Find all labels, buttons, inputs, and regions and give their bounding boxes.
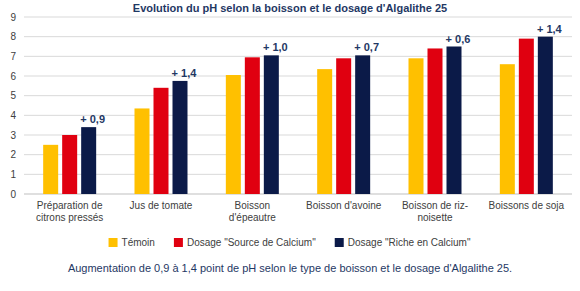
legend-swatch <box>109 238 118 247</box>
bar <box>409 58 424 194</box>
bar <box>538 37 553 194</box>
annotation: + 1,4 <box>537 23 563 35</box>
legend-label: Dosage "Riche en Calcium" <box>348 237 471 248</box>
bar <box>226 75 241 194</box>
y-tick-label: 9 <box>10 12 16 23</box>
subtitle: Augmentation de 0,9 à 1,4 point de pH se… <box>68 262 512 274</box>
bar <box>135 108 150 194</box>
y-tick-label: 6 <box>10 71 16 82</box>
x-tick-label: Préparation de citrons pressés <box>32 200 108 224</box>
bar <box>519 39 534 194</box>
x-tick-label: Boisson d'épeautre <box>214 200 290 224</box>
bar <box>336 58 351 194</box>
annotation: + 1,4 <box>172 67 198 79</box>
annotation: + 1,0 <box>263 41 288 53</box>
grid-line <box>24 174 572 175</box>
y-tick-label: 0 <box>10 189 16 200</box>
annotation: + 0,9 <box>80 113 105 125</box>
bar <box>264 55 279 194</box>
legend-label: Témoin <box>122 237 155 248</box>
y-tick-label: 4 <box>10 110 16 121</box>
grid-line <box>24 76 572 77</box>
x-tick-label: Boisson de riz-noisette <box>397 200 473 224</box>
bars <box>43 37 553 194</box>
bar <box>81 127 96 194</box>
x-tick-label: Boisson d'avoine <box>306 200 382 212</box>
y-tick-label: 7 <box>10 51 16 62</box>
y-tick-label: 1 <box>10 169 16 180</box>
grid-line <box>24 56 572 57</box>
grid-line <box>24 194 572 195</box>
x-tick-label: Boissons de soja <box>488 200 564 212</box>
annotations: + 0,9 + 1,4 + 1,0 + 0,7 + 0,6 + 1,4 <box>80 23 562 125</box>
chart-svg: Evolution du pH selon la boisson et le d… <box>0 0 580 291</box>
annotation: + 0,6 <box>446 33 471 45</box>
y-tick-label: 2 <box>10 149 16 160</box>
y-tick-label: 8 <box>10 31 16 42</box>
bar <box>154 88 169 194</box>
grid-line <box>24 115 572 116</box>
grid-line <box>24 36 572 37</box>
bar <box>447 47 462 195</box>
grid-line <box>24 135 572 136</box>
bar <box>428 48 443 194</box>
grid-line <box>24 17 572 18</box>
legend-label: Dosage "Source de Calcium" <box>187 237 316 248</box>
bar <box>500 64 515 194</box>
title: Evolution du pH selon la boisson et le d… <box>133 2 447 14</box>
bar <box>62 135 77 194</box>
legend: Témoin Dosage "Source de Calcium" Dosage "… <box>109 237 471 248</box>
grid-line <box>24 95 572 96</box>
bar <box>317 69 332 194</box>
x-tick-label: Jus de tomate <box>123 200 199 212</box>
bar <box>355 55 370 194</box>
chart-root: Evolution du pH selon la boisson et le d… <box>0 0 580 291</box>
bar <box>173 81 188 194</box>
y-tick-label: 5 <box>10 90 16 101</box>
annotation: + 0,7 <box>354 41 379 53</box>
legend-swatch <box>174 238 183 247</box>
grid-line <box>24 154 572 155</box>
legend-swatch <box>335 238 344 247</box>
bar <box>245 57 260 194</box>
bar <box>43 145 58 194</box>
y-tick-label: 3 <box>10 130 16 141</box>
